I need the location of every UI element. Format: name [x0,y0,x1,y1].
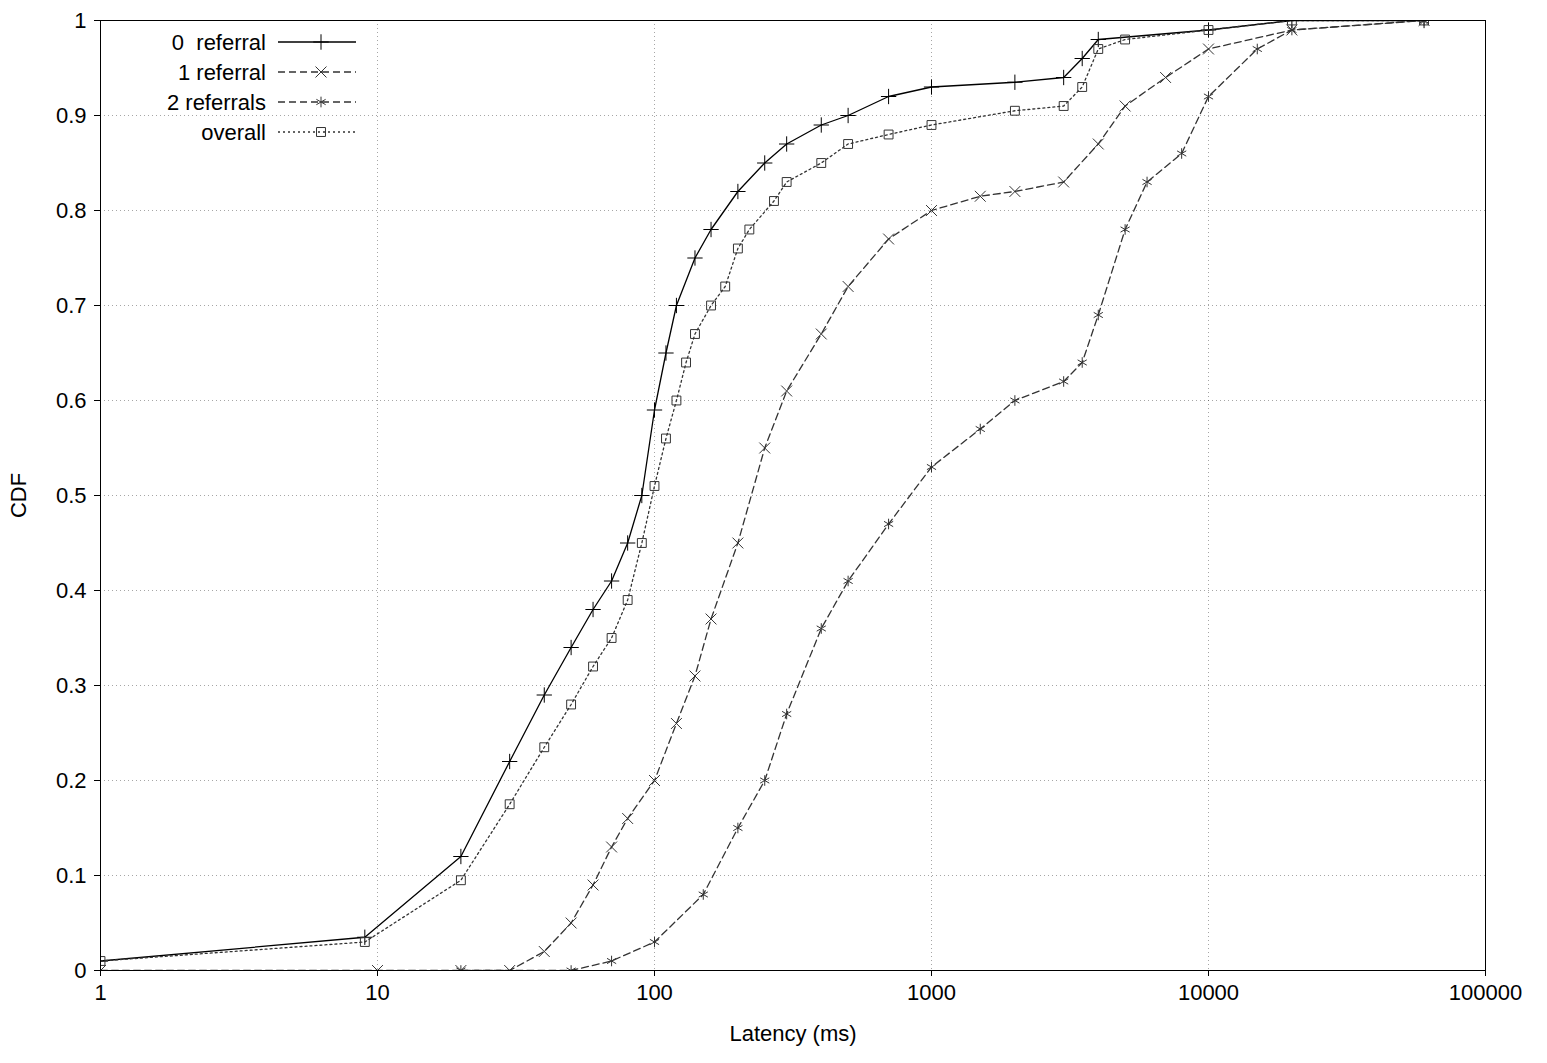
svg-text:0.2: 0.2 [56,768,87,793]
svg-text:0.4: 0.4 [56,578,87,603]
svg-text:0.8: 0.8 [56,198,87,223]
svg-text:0.3: 0.3 [56,673,87,698]
svg-text:0.9: 0.9 [56,103,87,128]
svg-text:10000: 10000 [1178,980,1239,1005]
svg-text:CDF: CDF [6,473,31,518]
svg-text:0 referral: 0 referral [172,30,266,55]
svg-text:2 referrals: 2 referrals [167,90,266,115]
svg-text:Latency (ms): Latency (ms) [729,1021,856,1046]
svg-text:100000: 100000 [1449,980,1522,1005]
svg-text:overall: overall [201,120,266,145]
svg-text:0.7: 0.7 [56,293,87,318]
svg-text:0.6: 0.6 [56,388,87,413]
svg-text:100: 100 [636,980,673,1005]
svg-text:0.1: 0.1 [56,863,87,888]
svg-text:10: 10 [365,980,389,1005]
svg-text:1000: 1000 [907,980,956,1005]
svg-text:0.5: 0.5 [56,483,87,508]
svg-text:1: 1 [74,8,86,33]
svg-text:1 referral: 1 referral [178,60,266,85]
svg-text:0: 0 [74,958,86,983]
svg-text:1: 1 [94,980,106,1005]
